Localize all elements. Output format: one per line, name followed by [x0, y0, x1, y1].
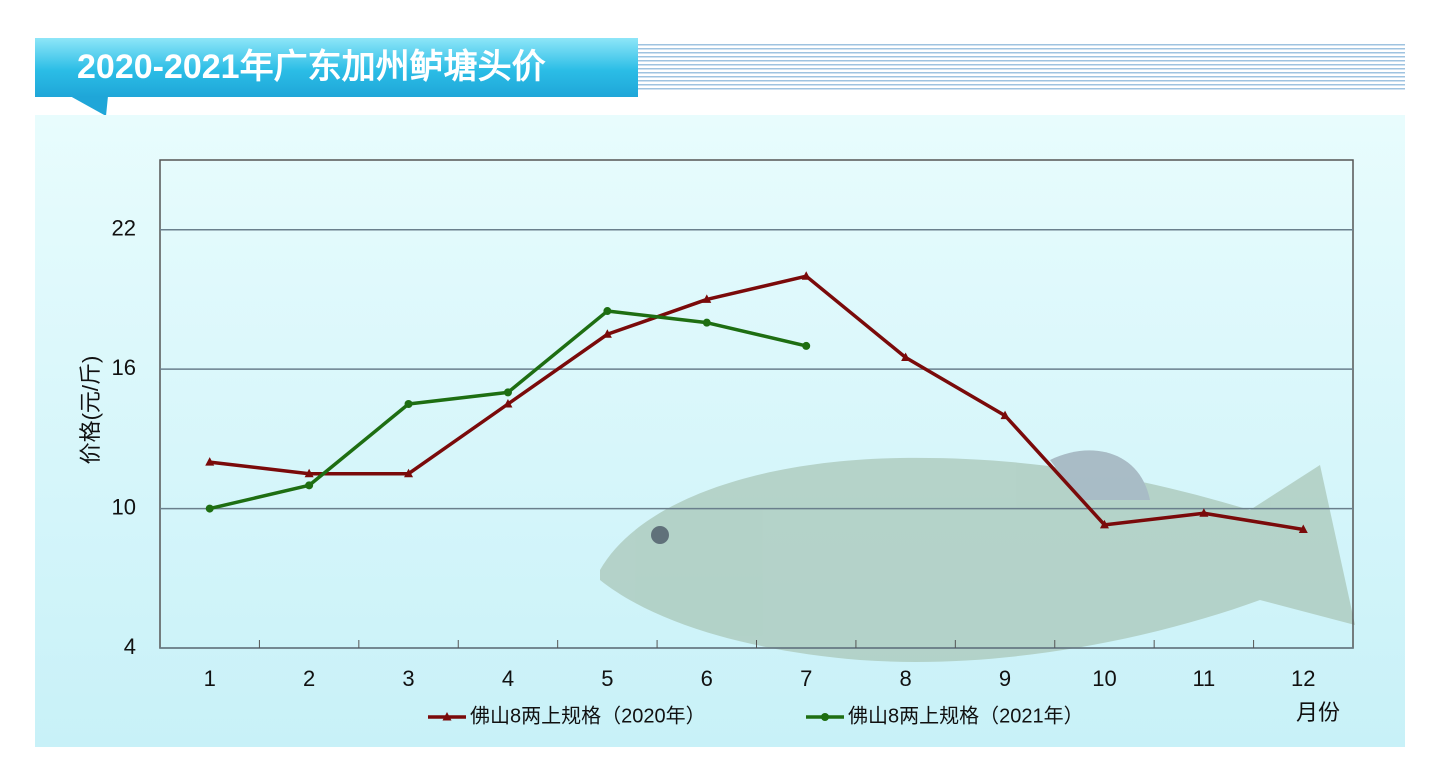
- header-stripes: [638, 42, 1405, 90]
- chart-title: 2020-2021年广东加州鲈塘头价: [35, 38, 638, 97]
- y-tick-label: 16: [112, 355, 136, 380]
- data-point: [305, 481, 314, 490]
- y-tick-label: 4: [124, 634, 136, 659]
- x-tick-label: 6: [701, 666, 713, 691]
- x-axis-label: 月份: [1296, 700, 1340, 725]
- panel: [35, 115, 1405, 747]
- data-point: [603, 307, 612, 316]
- data-point: [1000, 410, 1010, 420]
- data-point: [1099, 519, 1109, 529]
- x-tick-label: 9: [999, 666, 1011, 691]
- data-point: [1298, 524, 1308, 533]
- data-point: [304, 468, 314, 478]
- y-axis-label: 价格(元/斤): [78, 356, 103, 465]
- x-tick-label: 1: [204, 666, 216, 691]
- data-point: [901, 352, 911, 362]
- x-tick-label: 10: [1092, 666, 1116, 691]
- header-tail: [70, 96, 108, 116]
- data-point: [1199, 508, 1209, 517]
- series-line: [209, 274, 1304, 532]
- data-point: [801, 271, 811, 280]
- legend-label: 佛山8两上规格（2020年）: [470, 704, 706, 727]
- x-tick-label: 2: [303, 666, 315, 691]
- data-point: [821, 713, 829, 721]
- data-point: [802, 341, 811, 350]
- data-point: [702, 294, 712, 303]
- x-tick-label: 12: [1291, 666, 1315, 691]
- x-tick-label: 5: [601, 666, 613, 691]
- x-tick-label: 7: [800, 666, 812, 691]
- data-point: [503, 388, 512, 397]
- data-point: [503, 399, 513, 408]
- x-tick-label: 3: [402, 666, 414, 691]
- x-tick-label: 4: [502, 666, 514, 691]
- data-point: [205, 457, 215, 466]
- data-point: [205, 504, 214, 513]
- x-tick-label: 8: [900, 666, 912, 691]
- data-point: [602, 329, 612, 338]
- data-point: [702, 318, 711, 327]
- data-point: [404, 468, 414, 478]
- x-tick-label: 11: [1192, 666, 1215, 691]
- data-point: [442, 712, 452, 721]
- data-point: [404, 400, 413, 408]
- legend-label: 佛山8两上规格（2021年）: [848, 704, 1084, 727]
- y-tick-label: 22: [112, 216, 136, 241]
- y-tick-label: 10: [112, 494, 136, 519]
